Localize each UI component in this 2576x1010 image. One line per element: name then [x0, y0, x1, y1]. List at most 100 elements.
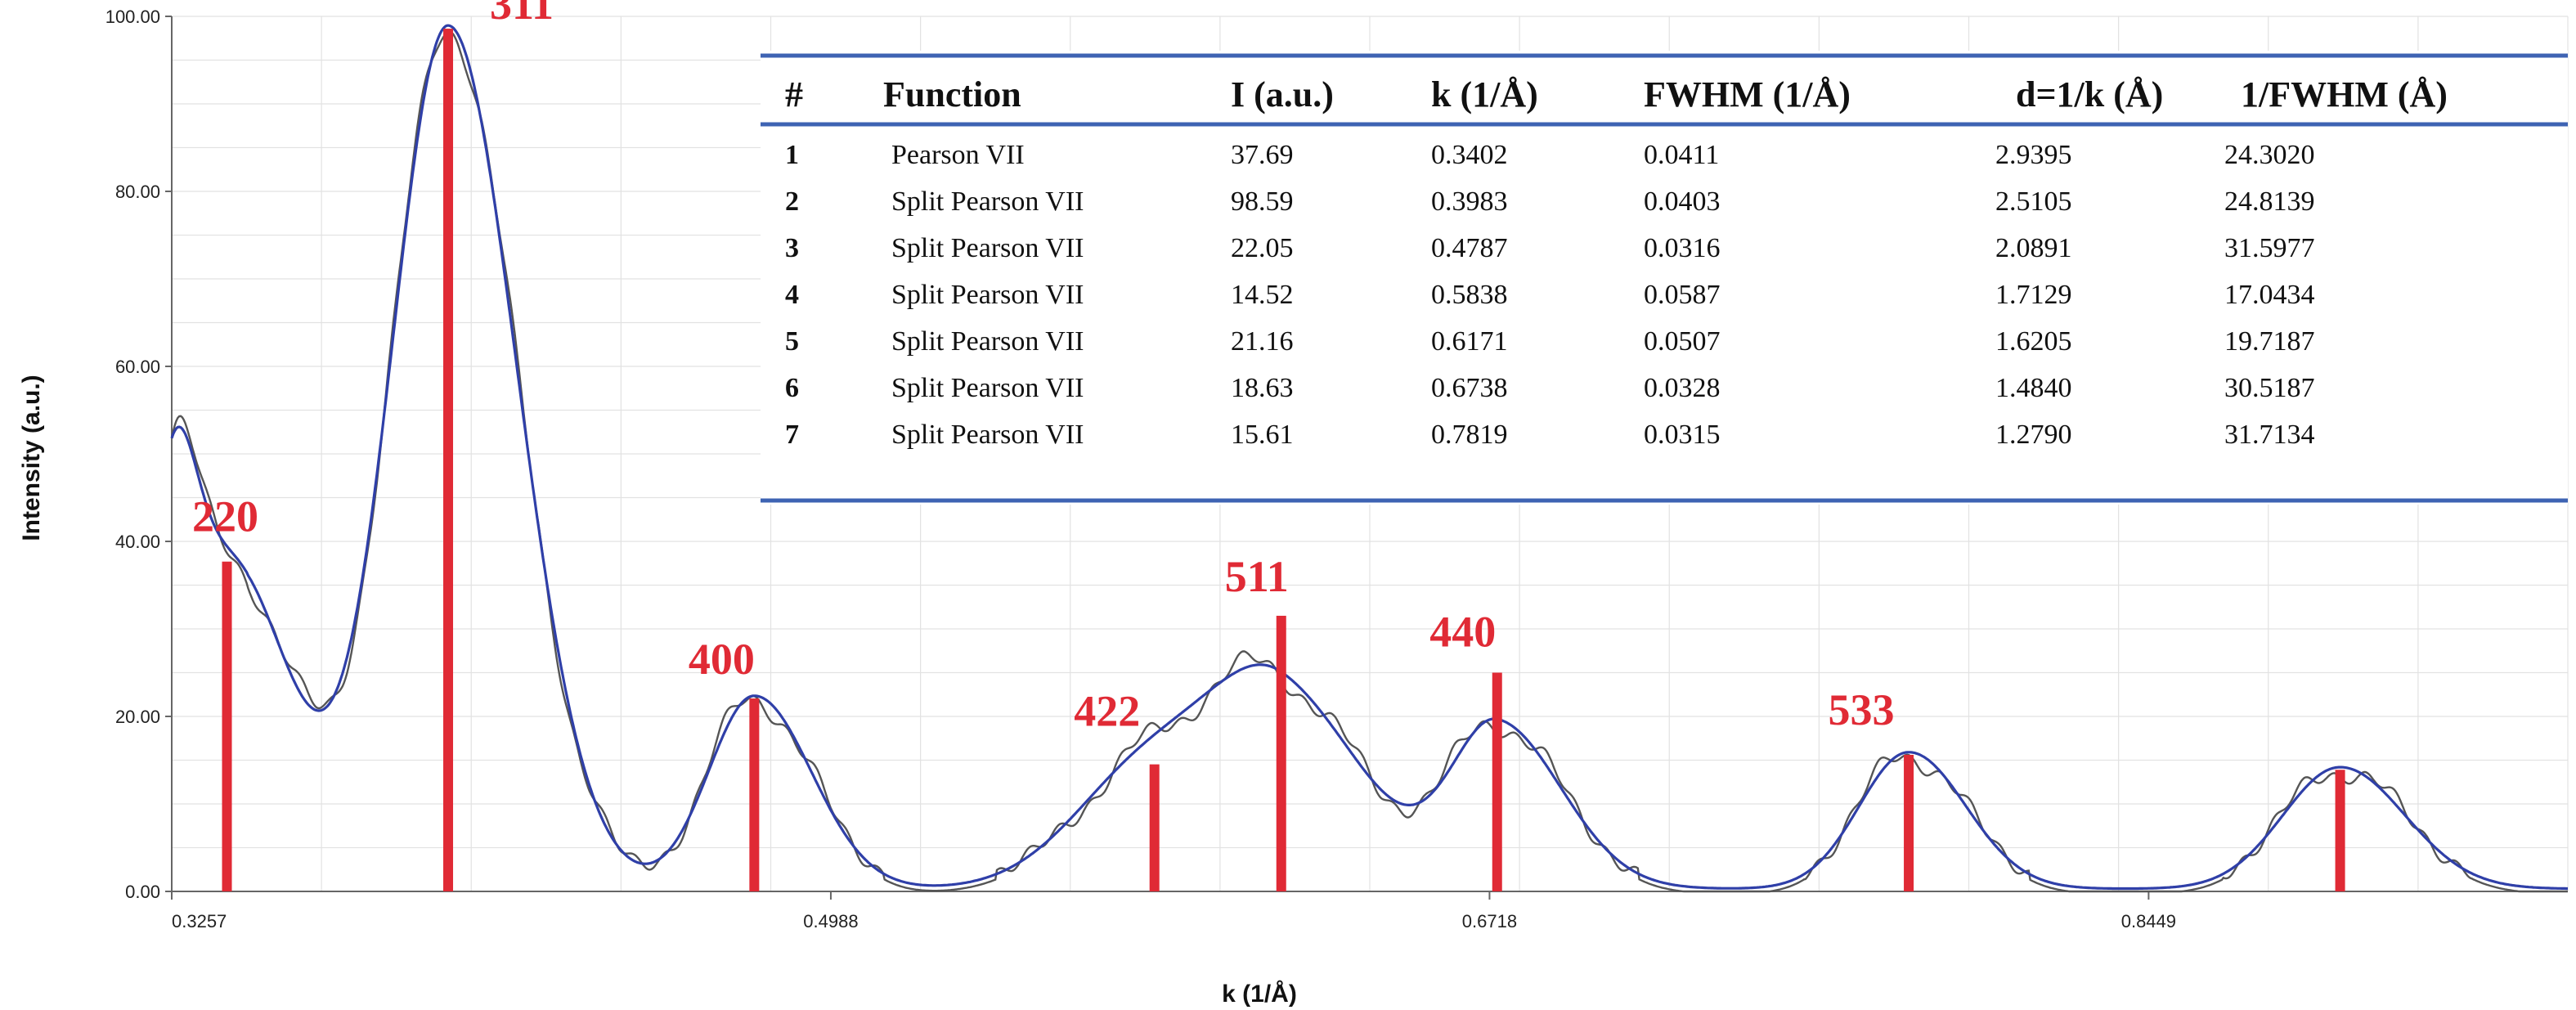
measured-curve [170, 30, 2568, 893]
table-cell: 4 [785, 280, 799, 310]
peak-label-220: 220 [192, 492, 258, 541]
table-body: 1 Pearson VII 37.69 0.3402 0.0411 2.9395 24.30… [785, 140, 2315, 450]
fitted-curve [170, 24, 2568, 891]
table-header-cell: # [785, 74, 803, 114]
table-cell: 0.6738 [1431, 373, 1508, 403]
table-cell: 1.2790 [1995, 420, 2072, 450]
peak-bar [2335, 770, 2345, 891]
x-axis-title: k (1/Å) [1222, 981, 1297, 1008]
table-cell: 21.16 [1231, 326, 1294, 357]
table-cell: 1.6205 [1995, 326, 2072, 357]
table-cell: 0.5838 [1431, 280, 1508, 310]
peak-bar [222, 561, 232, 891]
peak-label-400: 400 [689, 635, 755, 684]
table-cell: 0.0411 [1644, 140, 1719, 170]
y-tick-label: 0.00 [125, 882, 160, 902]
x-tick-label: 0.3257 [172, 911, 227, 931]
table-header-cell: I (a.u.) [1231, 74, 1334, 114]
table-cell: 2.9395 [1995, 140, 2072, 170]
table-row: 6 Split Pearson VII 18.63 0.6738 0.0328 1.484… [785, 373, 2315, 403]
table-cell: 6 [785, 373, 799, 403]
table-header-cell: k (1/Å) [1431, 74, 1538, 114]
x-tick-label: 0.8449 [2121, 911, 2176, 931]
table-cell: 7 [785, 420, 799, 450]
table-cell: 0.4787 [1431, 233, 1508, 263]
table-cell: 1.7129 [1995, 280, 2072, 310]
table-cell: 18.63 [1231, 373, 1294, 403]
table-header-cell: d=1/k (Å) [2016, 74, 2163, 114]
table-cell: 0.0315 [1644, 420, 1721, 450]
peak-label-311: 311 [490, 0, 554, 29]
y-tick-label: 80.00 [115, 182, 160, 202]
table-cell: 31.5977 [2224, 233, 2315, 263]
peak-label-533: 533 [1829, 685, 1895, 734]
table-cell: 0.0328 [1644, 373, 1721, 403]
x-tick-label: 0.6718 [1462, 911, 1517, 931]
peak-label-422: 422 [1074, 687, 1140, 736]
peak-bar [749, 698, 760, 891]
peak-label-440: 440 [1429, 608, 1496, 657]
table-cell: 0.6171 [1431, 326, 1508, 357]
table-cell: 98.59 [1231, 186, 1294, 217]
y-tick-label: 20.00 [115, 707, 160, 727]
table-cell: 1 [785, 140, 799, 170]
table-cell: 37.69 [1231, 140, 1294, 170]
peak-bar [443, 29, 454, 891]
table-cell: 17.0434 [2224, 280, 2315, 310]
table-row: 7 Split Pearson VII 15.61 0.7819 0.0315 1.279… [785, 420, 2315, 450]
y-axis-title: Intensity (a.u.) [18, 375, 45, 541]
y-tick-label: 60.00 [115, 357, 160, 377]
table-cell: 14.52 [1231, 280, 1294, 310]
x-tick-label: 0.4988 [803, 911, 858, 931]
table-row: 2 Split Pearson VII 98.59 0.3983 0.0403 2.510… [785, 186, 2315, 217]
table-cell: 0.3983 [1431, 186, 1508, 217]
table-cell: Split Pearson VII [891, 373, 1084, 403]
table-cell: Split Pearson VII [891, 420, 1084, 450]
peak-bar [1492, 672, 1502, 891]
peak-label-511: 511 [1225, 552, 1289, 601]
table-header-cell: Function [883, 74, 1021, 114]
y-ticks: 0.00 20.00 40.00 60.00 80.00 100.00 [105, 7, 172, 902]
table-row: 4 Split Pearson VII 14.52 0.5838 0.0587 1.712… [785, 280, 2315, 310]
table-cell: Pearson VII [891, 140, 1025, 170]
table-cell: 22.05 [1231, 233, 1294, 263]
table-cell: 19.7187 [2224, 326, 2315, 357]
table-header-row: # Function I (a.u.) k (1/Å) FWHM (1/Å) d=1/k … [785, 74, 2448, 114]
table-cell: 0.3402 [1431, 140, 1508, 170]
table-row: 3 Split Pearson VII 22.05 0.4787 0.0316 2.089… [785, 233, 2315, 263]
peak-markers [222, 29, 2345, 891]
table-cell: 0.0587 [1644, 280, 1721, 310]
table-cell: 0.0316 [1644, 233, 1721, 263]
table-cell: 5 [785, 326, 799, 357]
table-cell: 31.7134 [2224, 420, 2315, 450]
table-cell: 15.61 [1231, 420, 1294, 450]
table-cell: 1.4840 [1995, 373, 2072, 403]
table-cell: 0.0403 [1644, 186, 1721, 217]
table-header-cell: FWHM (1/Å) [1644, 74, 1851, 114]
peak-bar [1149, 764, 1160, 891]
table-header-cell: 1/FWHM (Å) [2241, 74, 2448, 114]
table-cell: 2 [785, 186, 799, 217]
table-cell: 30.5187 [2224, 373, 2315, 403]
table-row: 1 Pearson VII 37.69 0.3402 0.0411 2.9395 24.30… [785, 140, 2315, 170]
peak-labels: 220 311 400 422 511 440 533 [192, 0, 1895, 736]
table-cell: 3 [785, 233, 799, 263]
y-tick-label: 100.00 [105, 7, 160, 27]
table-cell: Split Pearson VII [891, 280, 1084, 310]
table-cell: 0.7819 [1431, 420, 1508, 450]
x-ticks: 0.3257 0.4988 0.6718 0.8449 [171, 891, 2176, 931]
table-cell: Split Pearson VII [891, 233, 1084, 263]
y-tick-label: 40.00 [115, 532, 160, 552]
table-cell: 2.5105 [1995, 186, 2072, 217]
table-cell: Split Pearson VII [891, 326, 1084, 357]
peak-bar [1276, 615, 1286, 891]
table-cell: 2.0891 [1995, 233, 2072, 263]
table-cell: 24.3020 [2224, 140, 2315, 170]
table-cell: Split Pearson VII [891, 186, 1084, 217]
peak-bar [1904, 754, 1914, 891]
table-cell: 24.8139 [2224, 186, 2315, 217]
table-cell: 0.0507 [1644, 326, 1721, 357]
curves [170, 24, 2568, 893]
fit-results-table: # Function I (a.u.) k (1/Å) FWHM (1/Å) d=1/k … [761, 51, 2568, 505]
